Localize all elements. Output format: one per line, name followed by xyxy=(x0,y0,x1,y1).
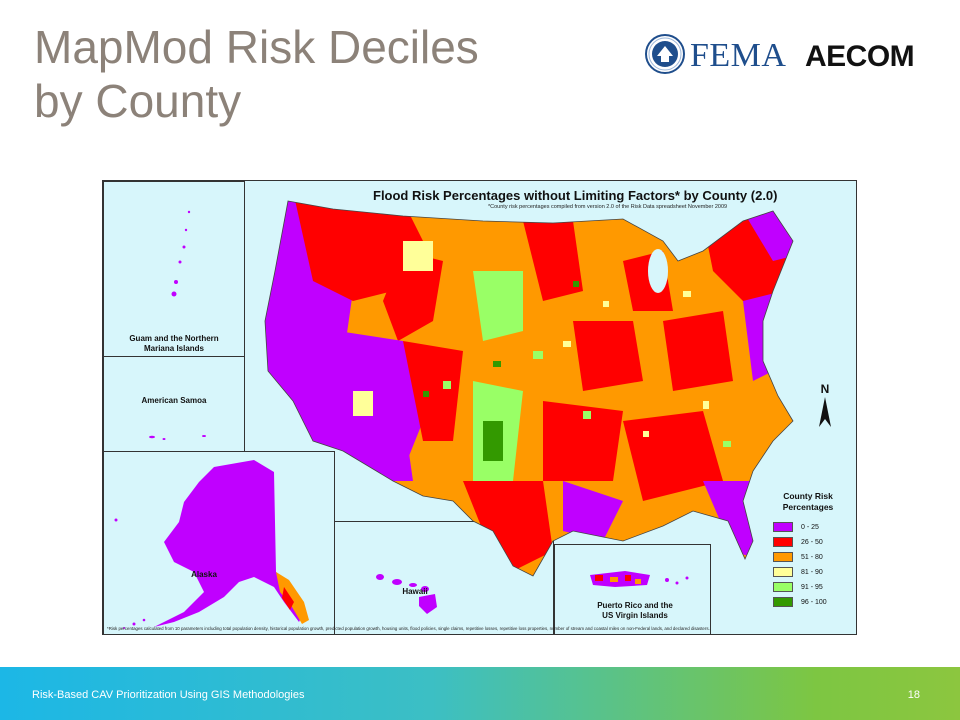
inset-hawaii: Hawaii xyxy=(334,521,554,634)
map-title: Flood Risk Percentages without Limiting … xyxy=(373,188,778,203)
dhs-seal-icon xyxy=(645,34,685,74)
inset-alaska: Alaska xyxy=(103,451,335,634)
map-subtitle: *County risk percentages compiled from v… xyxy=(488,204,728,210)
puerto-rico-shape xyxy=(590,571,689,587)
flood-risk-map: Flood Risk Percentages without Limiting … xyxy=(102,180,857,635)
label-puerto-rico: Puerto Rico and the US Virgin Islands xyxy=(597,601,673,620)
great-lakes xyxy=(648,249,668,293)
aecom-logo: AECOM xyxy=(805,40,915,73)
inset-puerto-rico: Puerto Rico and the US Virgin Islands xyxy=(554,544,711,634)
legend-item: 96 - 100 xyxy=(773,596,827,608)
samoa-islands xyxy=(149,435,206,440)
footer-bar: Risk-Based CAV Prioritization Using GIS … xyxy=(0,667,960,720)
legend-swatch xyxy=(773,567,793,577)
label-guam: Guam and the Northern Mariana Islands xyxy=(129,334,219,353)
svg-text:N: N xyxy=(821,382,830,396)
north-arrow-icon: N xyxy=(819,382,831,427)
legend-swatch xyxy=(773,597,793,607)
fema-logo: FEMA xyxy=(690,37,787,74)
legend-swatch xyxy=(773,552,793,562)
label-alaska: Alaska xyxy=(191,570,217,579)
alaska-shape xyxy=(114,460,309,629)
legend-item: 51 - 80 xyxy=(773,551,823,563)
footer-text: Risk-Based CAV Prioritization Using GIS … xyxy=(32,689,305,701)
hawaii-islands xyxy=(376,574,437,614)
label-samoa: American Samoa xyxy=(141,396,207,405)
label-hawaii: Hawaii xyxy=(402,587,428,596)
legend-swatch xyxy=(773,537,793,547)
legend-item: 81 - 90 xyxy=(773,566,823,578)
map-legend: County Risk Percentages 0 - 25 26 - 50 5… xyxy=(763,491,853,611)
title-line-1: MapMod Risk Deciles xyxy=(34,21,479,73)
conus-map xyxy=(264,200,794,577)
legend-item: 91 - 95 xyxy=(773,581,823,593)
legend-title: County Risk Percentages xyxy=(782,491,834,512)
legend-swatch xyxy=(773,522,793,532)
county-fill xyxy=(265,201,793,576)
map-footnote: *Risk percentages calculated from 10 par… xyxy=(107,626,710,631)
legend-item: 26 - 50 xyxy=(773,536,823,548)
title-line-2: by County xyxy=(34,75,242,127)
slide-title: MapMod Risk Deciles by County xyxy=(34,20,479,128)
guam-islands xyxy=(171,210,191,297)
legend-item: 0 - 25 xyxy=(773,521,819,533)
page-number: 18 xyxy=(907,689,920,701)
legend-swatch xyxy=(773,582,793,592)
logo-group: FEMA AECOM xyxy=(645,34,925,82)
